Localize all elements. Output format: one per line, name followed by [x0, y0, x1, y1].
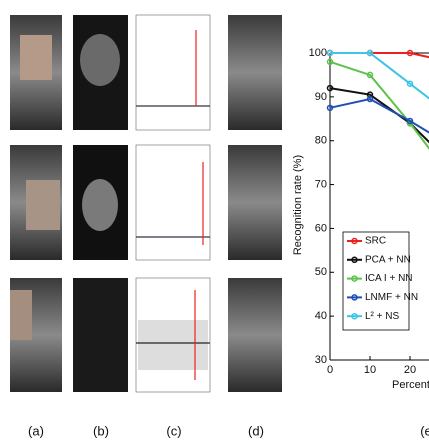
occluder — [20, 35, 52, 80]
coefficient-plots — [136, 15, 210, 392]
panel-label: (d) — [248, 423, 264, 438]
recovered-face — [228, 145, 282, 260]
plot-area — [328, 51, 429, 179]
image-grid — [10, 15, 282, 392]
series-line — [330, 62, 429, 176]
series-line — [330, 88, 429, 163]
y-tick-label: 40 — [315, 310, 327, 322]
x-axis-label: Percent oc — [392, 379, 429, 391]
panel-label: (a) — [28, 423, 44, 438]
y-tick-label: 70 — [315, 178, 327, 190]
chart: 30 40 50 60 70 80 90 100 0 10 20 Recognition rate (… — [292, 47, 429, 391]
legend: SRC PCA + NN ICA I + NN LNMF + NN L² + NS — [343, 232, 418, 330]
recovered-face — [228, 15, 282, 130]
legend-label: SRC — [365, 236, 386, 247]
legend-label: LNMF + NN — [365, 292, 418, 303]
legend-label: ICA I + NN — [365, 273, 413, 284]
panel-label: (e — [420, 423, 429, 438]
y-tick-label: 60 — [315, 222, 327, 234]
x-tick-label: 10 — [364, 364, 376, 376]
panel-labels: (a) (b) (c) (d) (e — [28, 423, 429, 438]
y-tick-label: 100 — [309, 47, 327, 59]
y-tick-label: 80 — [315, 135, 327, 147]
error-region — [82, 179, 118, 231]
y-axis-label: Recognition rate (%) — [292, 155, 304, 255]
panel-label: (b) — [93, 423, 109, 438]
occluder — [26, 180, 60, 230]
series-line — [330, 99, 429, 145]
y-tick-label: 90 — [315, 91, 327, 103]
error-region — [80, 34, 120, 86]
y-tick-label: 50 — [315, 266, 327, 278]
y-tick-label: 30 — [315, 354, 327, 366]
panel-label: (c) — [166, 423, 181, 438]
recovered-face — [228, 278, 282, 392]
legend-label: PCA + NN — [365, 254, 411, 265]
error-image — [73, 278, 128, 392]
occluder — [10, 290, 32, 340]
legend-label: L² + NS — [365, 311, 400, 322]
x-tick-label: 20 — [404, 364, 416, 376]
x-tick-label: 0 — [327, 364, 333, 376]
